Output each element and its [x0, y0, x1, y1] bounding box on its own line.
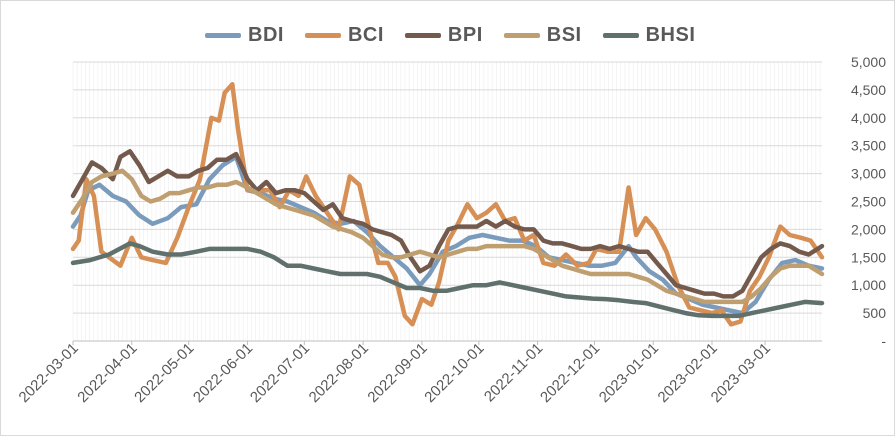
x-tick-label: 2022-07-01 [247, 340, 313, 406]
y-tick-label: - [881, 333, 886, 349]
y-tick-label: 2,500 [851, 194, 886, 210]
x-tick-label: 2023-01-01 [596, 340, 662, 406]
y-tick-label: 1,000 [851, 277, 886, 293]
x-tick-label: 2022-03-01 [16, 340, 82, 406]
y-tick-label: 5,000 [851, 54, 886, 70]
legend-item-bci: BCI [304, 23, 384, 47]
chart-legend: BDI BCI BPI BSI BHSI [205, 22, 716, 48]
x-tick-label: 2022-05-01 [131, 340, 197, 406]
x-tick-label: 2022-08-01 [306, 340, 372, 406]
y-tick-label: 3,000 [851, 166, 886, 182]
x-tick-label: 2022-06-01 [190, 340, 256, 406]
legend-label: BDI [248, 23, 284, 46]
series-line-bhsi [70, 241, 825, 319]
series-line-bpi [70, 149, 825, 299]
y-tick-label: 2,000 [851, 221, 886, 237]
legend-label: BHSI [645, 23, 696, 46]
y-tick-label: 3,500 [851, 138, 886, 154]
legend-label: BPI [447, 23, 483, 46]
series-line-bci [70, 82, 825, 327]
legend-item-bdi: BDI [205, 24, 284, 47]
legend-item-bhsi: BHSI [602, 23, 696, 47]
x-tick-label: 2022-12-01 [537, 340, 603, 406]
y-tick-label: 500 [863, 305, 887, 321]
x-tick-label: 2022-04-01 [74, 340, 140, 406]
legend-swatch [602, 32, 639, 38]
x-tick-label: 2022-09-01 [364, 340, 430, 406]
y-tick-label: 1,500 [851, 249, 886, 265]
legend-swatch [404, 32, 441, 38]
legend-item-bsi: BSI [503, 23, 582, 47]
y-tick-label: 4,000 [851, 110, 886, 126]
legend-label: BCI [347, 23, 384, 46]
legend-swatch [304, 32, 341, 38]
series-line-bsi [70, 168, 825, 305]
legend-label: BSI [546, 23, 582, 46]
x-tick-label: 2022-10-01 [421, 340, 487, 406]
x-tick-label: 2022-11-01 [481, 340, 546, 405]
legend-item-bpi: BPI [404, 23, 483, 47]
legend-swatch [503, 32, 540, 38]
y-tick-label: 4,500 [851, 82, 886, 98]
legend-swatch [205, 32, 241, 38]
